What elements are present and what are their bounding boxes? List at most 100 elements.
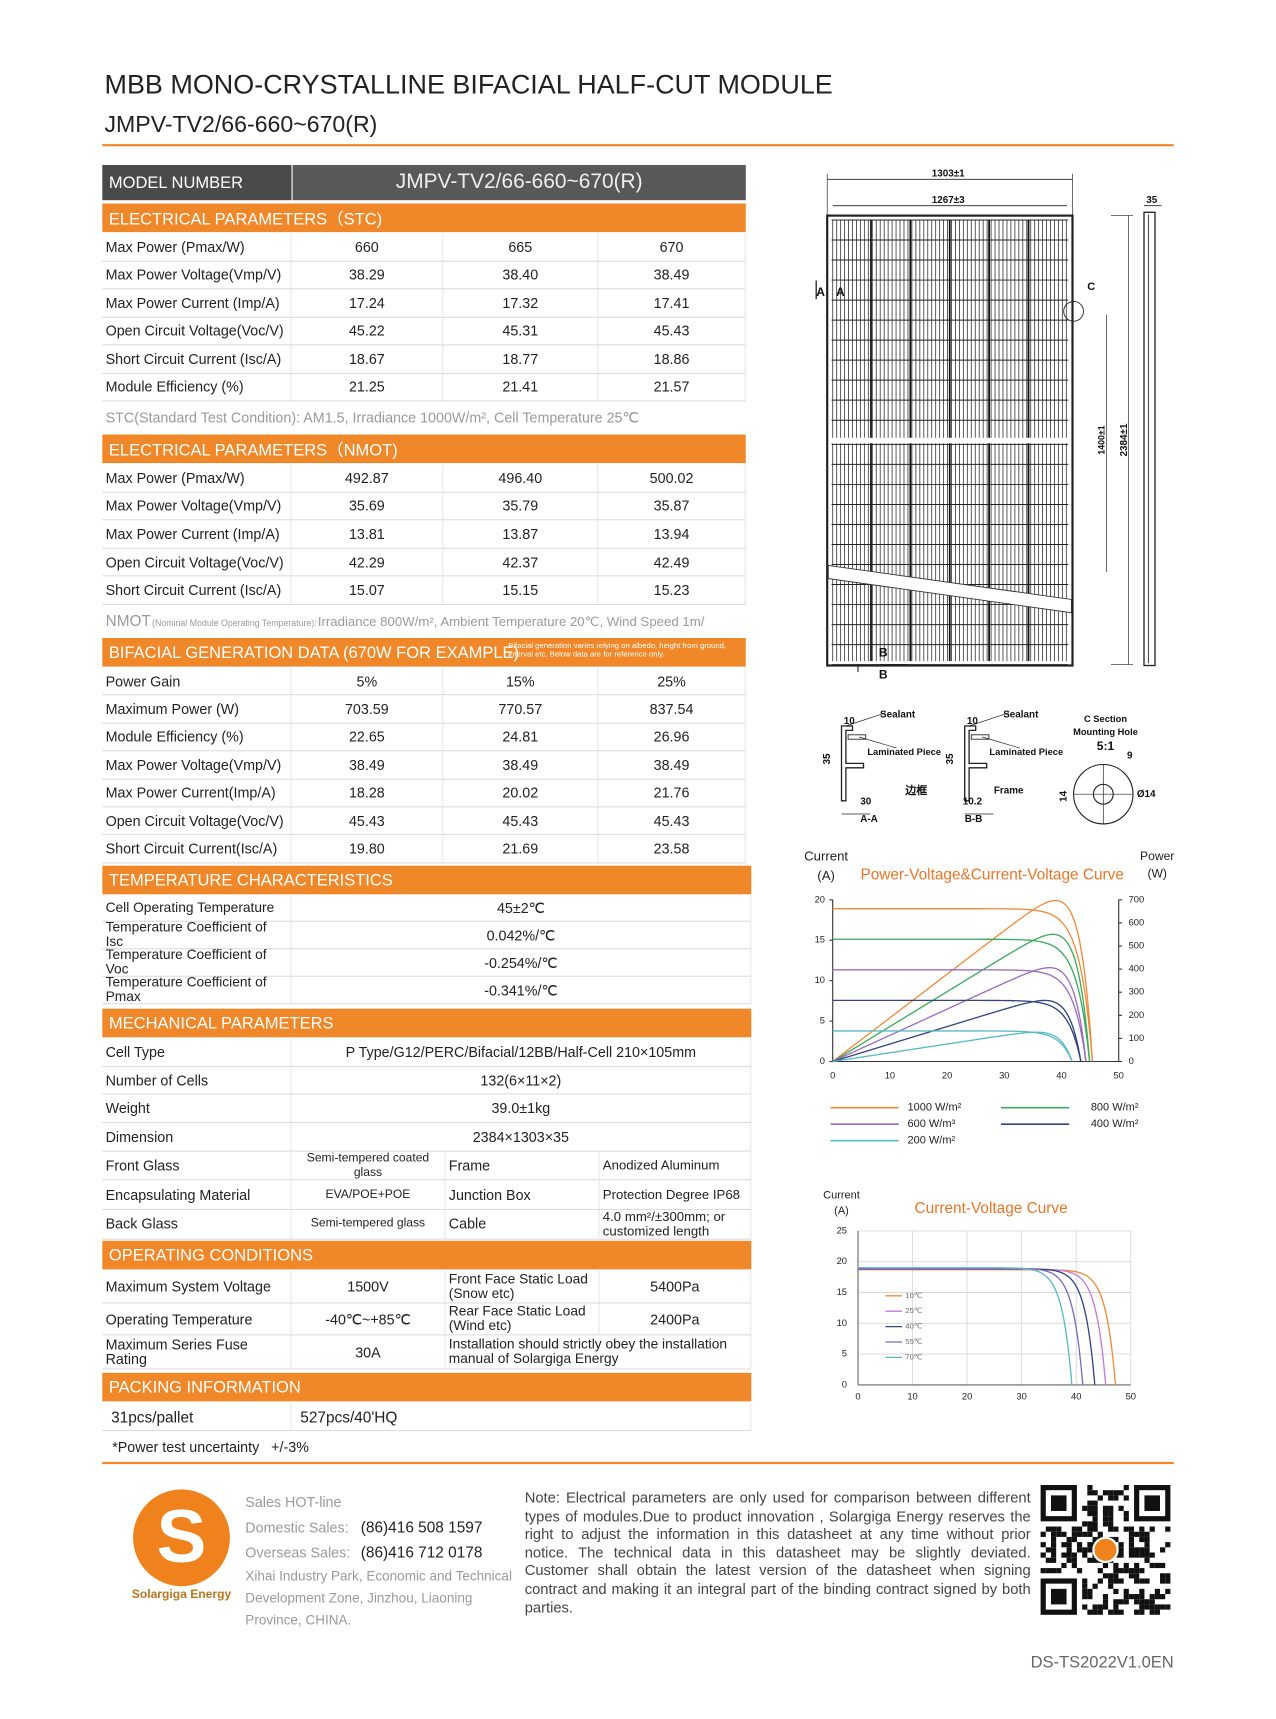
table-cell: 45.43 bbox=[598, 317, 746, 346]
table-cell: 496.40 bbox=[443, 464, 599, 493]
qr-module bbox=[1154, 1562, 1161, 1569]
address: Xihai Industry Park, Economic and Techni… bbox=[245, 1568, 512, 1628]
table-cell: 42.49 bbox=[598, 548, 746, 577]
qr-module bbox=[1102, 1594, 1109, 1600]
x-tick-label: 50 bbox=[1113, 1070, 1123, 1080]
model-label: MODEL NUMBER bbox=[102, 165, 292, 201]
drawing-label: Sealant bbox=[880, 710, 916, 721]
qr-module bbox=[1165, 1526, 1171, 1532]
table-cell: Encapsulating Material bbox=[102, 1180, 292, 1210]
table-cell: Operating Temperature bbox=[102, 1303, 292, 1336]
qr-module bbox=[1056, 1568, 1062, 1574]
qr-module bbox=[1097, 1604, 1103, 1610]
drawing-label: 35 bbox=[945, 753, 956, 765]
table-cell: Installation should strictly obey the in… bbox=[445, 1335, 752, 1370]
side-view bbox=[1143, 211, 1156, 667]
section-header: TEMPERATURE CHARACTERISTICS bbox=[102, 865, 752, 895]
table-cell: Frame bbox=[445, 1151, 600, 1181]
qr-module bbox=[1128, 1594, 1135, 1600]
drawing-label: Frame bbox=[994, 786, 1024, 797]
drawing-label: 14 bbox=[1058, 790, 1069, 802]
chart-text: Current bbox=[823, 1190, 860, 1202]
qr-module bbox=[1108, 1573, 1114, 1579]
table-cell: Temperature Coefficient of Voc bbox=[102, 948, 292, 977]
qr-module bbox=[1113, 1526, 1119, 1532]
qr-module bbox=[1134, 1562, 1140, 1569]
drawing-label: B bbox=[879, 668, 888, 682]
qr-module bbox=[1056, 1531, 1062, 1537]
qr-module bbox=[1128, 1526, 1135, 1532]
qr-module bbox=[1071, 1557, 1077, 1563]
qr-module bbox=[1092, 1609, 1098, 1615]
table-cell: 35.69 bbox=[291, 492, 444, 521]
table-cell: Front Face Static Load (Snow etc) bbox=[445, 1270, 600, 1304]
drawing-label: Laminated Piece bbox=[867, 747, 941, 757]
table-cell: 42.29 bbox=[291, 548, 444, 577]
table-cell: Max Power Voltage(Vmp/V) bbox=[102, 492, 292, 521]
qr-module bbox=[1066, 1542, 1072, 1548]
table-cell: 21.57 bbox=[598, 373, 746, 402]
qr-module bbox=[1082, 1604, 1088, 1610]
table-cell: Max Power Current (Imp/A) bbox=[102, 289, 292, 318]
qr-module bbox=[1082, 1547, 1088, 1553]
qr-module bbox=[1118, 1599, 1124, 1605]
qr-module bbox=[1123, 1599, 1129, 1605]
model-value: JMPV-TV2/66-660~670(R) bbox=[292, 165, 746, 201]
qr-module bbox=[1165, 1573, 1171, 1579]
table-cell: 42.37 bbox=[443, 548, 599, 577]
table-cell: Module Efficiency (%) bbox=[102, 373, 292, 402]
qr-module bbox=[1139, 1599, 1145, 1605]
table-cell: Max Power Current (Imp/A) bbox=[102, 520, 292, 549]
table-cell: Module Efficiency (%) bbox=[102, 723, 292, 752]
table-cell: 35.79 bbox=[443, 492, 599, 521]
table-cell: Maximum Series Fuse Rating bbox=[102, 1335, 292, 1370]
legend-label: 10℃ bbox=[905, 1291, 923, 1300]
table-cell: -40℃~+85℃ bbox=[291, 1303, 446, 1336]
table-cell: 132(6×11×2) bbox=[291, 1066, 752, 1095]
qr-module bbox=[1082, 1531, 1088, 1537]
drawing-label: 10.2 bbox=[963, 797, 983, 808]
sales-label: Domestic Sales: bbox=[245, 1519, 349, 1536]
table-cell: -0.254%/℃ bbox=[291, 949, 752, 977]
qr-module bbox=[1092, 1557, 1098, 1563]
qr-module bbox=[1134, 1568, 1140, 1574]
table-cell: Short Circuit Current (Isc/A) bbox=[102, 345, 292, 374]
line bbox=[859, 736, 897, 749]
qr-module bbox=[1087, 1531, 1093, 1537]
table-cell: Max Power (Pmax/W) bbox=[102, 464, 292, 493]
y-tick-label: 20 bbox=[837, 1256, 847, 1266]
legend-label: 1000 W/m² bbox=[908, 1102, 962, 1114]
table-cell: 2384×1303×35 bbox=[291, 1123, 752, 1152]
qr-module bbox=[1154, 1594, 1161, 1600]
y2-tick-label: 200 bbox=[1129, 1010, 1145, 1020]
x-tick-label: 10 bbox=[885, 1070, 895, 1080]
drawing-label: 边框 bbox=[904, 783, 927, 797]
doc-id: DS-TS2022V1.0EN bbox=[1030, 1653, 1174, 1672]
frame-profile bbox=[964, 725, 988, 802]
qr-module bbox=[1102, 1573, 1109, 1579]
qr-finder bbox=[1050, 1588, 1067, 1605]
drawing-label: 10 bbox=[844, 716, 856, 727]
pv-curve bbox=[832, 1031, 1073, 1063]
qr-module bbox=[1113, 1568, 1119, 1574]
table-cell: 20.02 bbox=[443, 779, 599, 808]
qr-module bbox=[1076, 1547, 1083, 1553]
qr-module bbox=[1139, 1588, 1145, 1595]
table-cell: 39.0±1kg bbox=[291, 1094, 752, 1124]
drawing-label: 1303±1 bbox=[932, 168, 965, 179]
table-cell: P Type/G12/PERC/Bifacial/12BB/Half-Cell … bbox=[291, 1038, 752, 1067]
table-cell: Maximum System Voltage bbox=[102, 1270, 292, 1304]
qr-module bbox=[1097, 1531, 1103, 1537]
frame-profile bbox=[840, 725, 865, 802]
table-cell: Open Circuit Voltage(Voc/V) bbox=[102, 807, 292, 836]
qr-module bbox=[1045, 1568, 1051, 1574]
qr-module bbox=[1144, 1542, 1150, 1548]
qr-module bbox=[1128, 1531, 1135, 1537]
qr-module bbox=[1071, 1536, 1077, 1543]
table-cell: Temperature Coefficient of Pmax bbox=[102, 975, 292, 1005]
qr-module bbox=[1071, 1526, 1077, 1532]
table-cell: 38.29 bbox=[291, 261, 444, 290]
table-cell: 31pcs/pallet bbox=[102, 1403, 292, 1432]
qr-module bbox=[1165, 1604, 1171, 1610]
section-header: PACKING INFORMATION bbox=[102, 1372, 752, 1402]
